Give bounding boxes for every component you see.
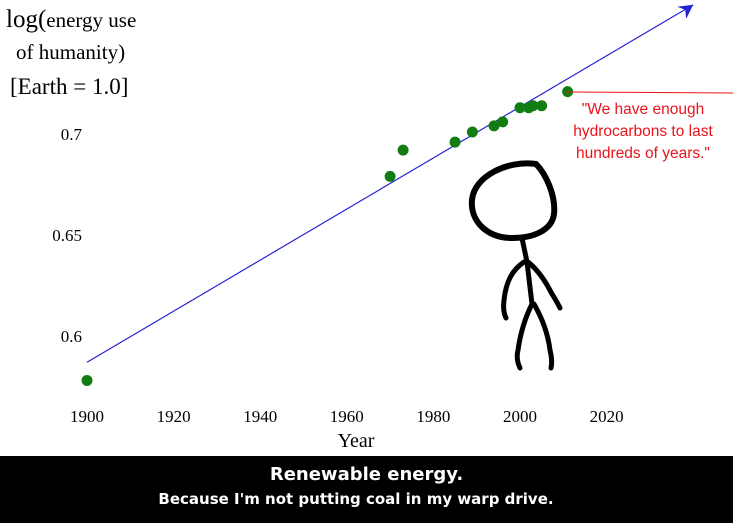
stick-figure [468,160,563,371]
x-tick-label: 2020 [590,407,624,426]
data-point [397,144,409,156]
y-axis-label-line-2: of humanity) [16,40,126,64]
y-axis-label-energy: energy use [46,8,137,32]
trend-line [86,4,694,363]
annotation-quote: "We have enough hydrocarbons to last hun… [553,99,733,165]
annotation-line-1: "We have enough [581,101,705,118]
y-tick-label: 0.6 [61,327,82,346]
data-point [81,374,93,386]
stick-figure-body [519,235,530,265]
x-tick-label: 1960 [330,407,364,426]
y-tick-label: 0.65 [52,226,82,245]
data-point [384,170,396,182]
stick-figure-arm-left [501,259,527,321]
annotation-pointer-line [565,91,733,94]
chart-svg: 1900 1920 1940 1960 1980 2000 2020 0.60.650.7 … [52,4,733,452]
data-point [466,126,478,138]
y-axis-label-line-1: log(energy use [6,6,136,34]
data-point [527,100,539,112]
annotation-line-3: hundreds of years." [576,145,710,162]
y-axis-label-line-3: [Earth = 1.0] [10,74,129,99]
data-point [497,116,509,128]
data-point [536,100,548,112]
stick-figure-leg-left [514,301,535,371]
x-tick-label: 1920 [157,407,191,426]
data-point [488,120,500,132]
x-tick-label: 1980 [416,407,450,426]
stick-figure-torso [524,259,535,307]
x-tick-label: 2000 [503,407,537,426]
data-point [514,102,526,114]
stick-figure-arm-right [525,259,563,311]
y-tick-label: 0.7 [61,125,83,144]
caption-subtitle: Because I'm not putting coal in my warp … [158,490,554,508]
annotation-line-2: hydrocarbons to last [573,123,713,140]
x-tick-label: 1900 [70,407,104,426]
caption-bar [0,456,733,523]
caption-title: Renewable energy. [269,464,464,485]
data-point [449,136,461,148]
stick-figure-head [468,160,558,241]
x-axis-label: Year [338,430,375,452]
trend-line-arrowhead [677,4,694,19]
stick-figure-leg-right [531,301,555,371]
x-tick-label: 1940 [243,407,277,426]
y-axis-label-log: log( [6,6,47,33]
